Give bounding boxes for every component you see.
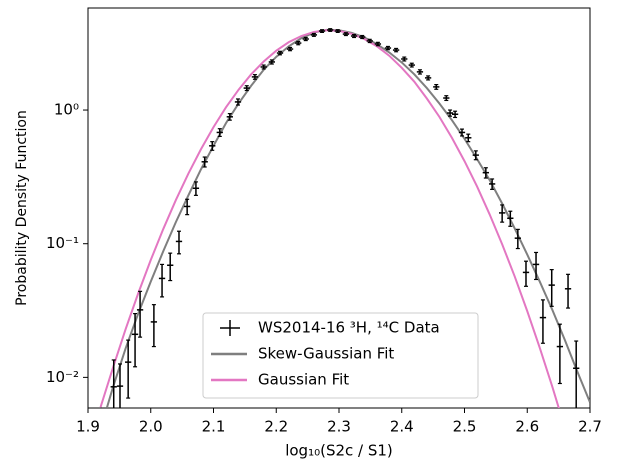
data-point (472, 150, 479, 161)
data-point (226, 113, 233, 121)
data-point (548, 269, 555, 307)
plot-area (99, 28, 590, 408)
y-tick-label: 10⁰ (54, 101, 79, 119)
data-point (334, 29, 341, 33)
data-point (158, 263, 166, 298)
y-tick-label: 10⁻¹ (46, 234, 79, 252)
data-point (216, 128, 223, 138)
data-point (327, 28, 334, 32)
data-point (310, 32, 318, 37)
data-point (482, 167, 489, 179)
data-point (424, 75, 432, 81)
data-point (514, 228, 521, 250)
data-point (433, 84, 440, 90)
x-tick-label: 2.4 (390, 418, 414, 436)
data-point (342, 32, 350, 37)
legend-label: WS2014-16 ³H, ¹⁴C Data (258, 319, 440, 337)
data-point (260, 64, 267, 70)
data-point (276, 50, 284, 56)
data-point (116, 363, 124, 408)
data-point (125, 339, 132, 399)
legend-label: Skew-Gaussian Fit (258, 345, 394, 363)
data-point (268, 59, 275, 65)
data-point (366, 38, 373, 44)
x-tick-label: 2.5 (453, 418, 477, 436)
data-point (359, 34, 366, 40)
x-axis-label: log₁₀(S2c / S1) (285, 442, 393, 460)
y-axis-label: Probability Density Function (14, 110, 30, 306)
data-point (192, 181, 200, 196)
data-point (318, 29, 326, 33)
data-point (251, 74, 259, 80)
legend-label: Gaussian Fit (258, 371, 349, 389)
data-point (507, 210, 514, 227)
data-point (167, 252, 174, 282)
data-point (539, 299, 547, 344)
data-point (416, 69, 424, 75)
x-tick-label: 2.7 (578, 418, 602, 436)
data-point (458, 128, 466, 137)
data-point (295, 40, 302, 46)
x-tick-label: 2.6 (515, 418, 539, 436)
data-point (234, 98, 242, 106)
data-point (522, 260, 530, 287)
data-point (556, 323, 564, 385)
data-point (302, 36, 309, 42)
data-point (286, 46, 294, 52)
data-point (532, 251, 540, 281)
data-point (451, 110, 459, 119)
x-tick-label: 1.9 (76, 418, 100, 436)
data-point (175, 230, 183, 255)
x-tick-label: 2.2 (264, 418, 288, 436)
y-tick-label: 10⁻² (46, 368, 79, 386)
data-point (350, 33, 358, 39)
data-point (209, 141, 216, 151)
data-point (408, 62, 415, 68)
data-point (443, 95, 450, 102)
data-point (499, 204, 506, 223)
legend-box (202, 312, 479, 399)
data-point (401, 56, 408, 62)
data-point (465, 133, 472, 143)
data-point (131, 312, 139, 368)
data-point (110, 359, 117, 408)
data-point (446, 109, 454, 117)
data-point (243, 85, 250, 92)
data-point (374, 41, 382, 47)
data-point (573, 340, 580, 408)
x-tick-label: 2.0 (139, 418, 163, 436)
x-tick-label: 2.1 (202, 418, 226, 436)
data-point (488, 178, 496, 190)
data-point (184, 198, 191, 216)
data-point (136, 290, 144, 338)
data-point (150, 304, 158, 348)
data-point (384, 45, 392, 51)
data-point (564, 273, 572, 309)
x-tick-label: 2.3 (327, 418, 351, 436)
data-point (201, 156, 208, 168)
data-point (392, 47, 400, 53)
